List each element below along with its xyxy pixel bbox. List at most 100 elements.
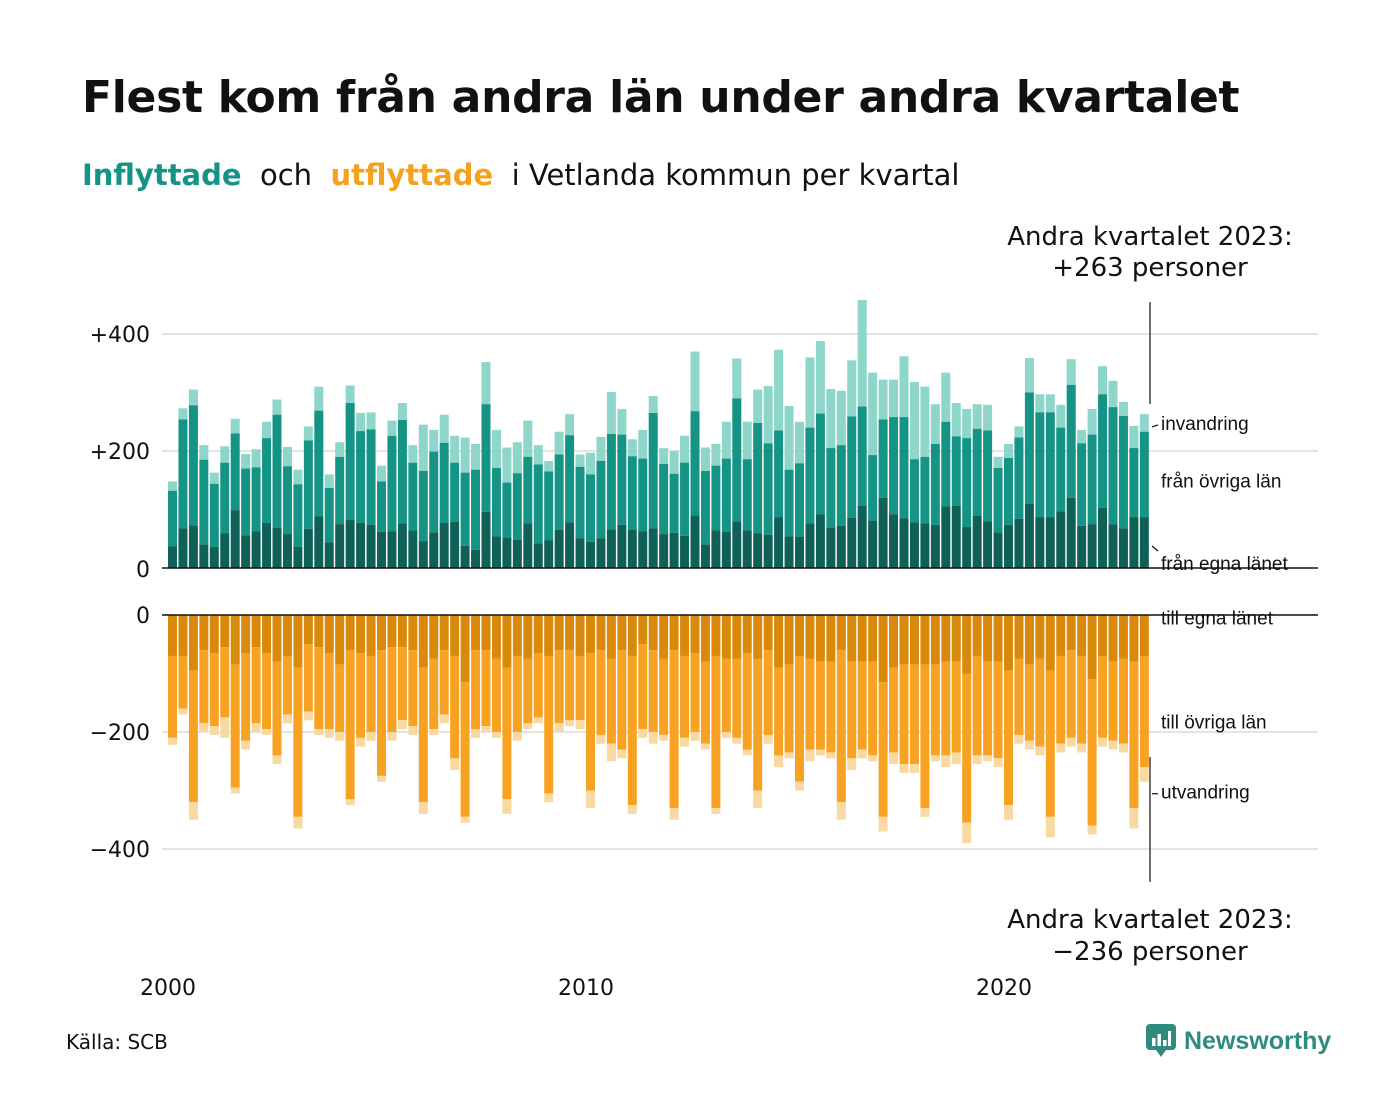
y-tick-label: −400 [90, 838, 150, 863]
bar-out-egna [1129, 615, 1139, 662]
bar-in-invandring [784, 405, 794, 470]
bar-in-invandring [460, 437, 470, 473]
bar-out-egna [241, 615, 251, 654]
bar-out-ovriga [209, 653, 219, 727]
bar-out-ovriga [1118, 658, 1128, 744]
bar-in-ovriga [680, 462, 690, 536]
bar-out-utvandring [690, 732, 700, 741]
bar-out-utvandring [450, 758, 460, 771]
bar-out-egna [1014, 615, 1024, 659]
bar-out-ovriga [303, 644, 313, 712]
bar-in-invandring [774, 349, 784, 431]
bar-in-ovriga [450, 462, 460, 522]
bar-out-utvandring [930, 755, 940, 762]
bar-in-ovriga [230, 433, 240, 511]
bar-in-egna [450, 521, 460, 568]
bar-out-utvandring [627, 805, 637, 814]
bar-out-egna [1118, 615, 1128, 659]
bar-out-utvandring [847, 758, 857, 771]
bar-in-ovriga [377, 481, 386, 532]
bar-in-invandring [721, 421, 731, 459]
bar-out-utvandring [523, 723, 533, 730]
bar-out-egna [418, 615, 428, 668]
bar-out-egna [303, 615, 313, 645]
bar-out-egna [690, 615, 700, 654]
subtitle-inflyttade: Inflyttade [82, 158, 242, 192]
bar-in-ovriga [1087, 434, 1097, 525]
y-tick-label: +400 [90, 323, 150, 348]
bar-in-egna [732, 521, 742, 568]
bar-out-ovriga [377, 650, 386, 776]
bar-out-egna [847, 615, 857, 662]
bar-in-invandring [983, 404, 993, 431]
bar-in-ovriga [721, 458, 731, 532]
bar-in-ovriga [554, 454, 564, 530]
bar-out-egna [544, 615, 554, 656]
bar-out-ovriga [1098, 655, 1108, 738]
bar-in-invandring [795, 421, 804, 464]
bar-out-utvandring [909, 764, 919, 773]
bar-out-egna [753, 615, 763, 659]
bar-in-ovriga [241, 468, 251, 536]
series-label-out: till övriga län [1161, 713, 1267, 734]
bar-in-egna [335, 524, 345, 568]
bar-in-ovriga [1077, 443, 1087, 526]
bar-out-egna [1098, 615, 1108, 656]
bar-in-ovriga [878, 419, 888, 498]
bar-out-egna [377, 615, 386, 651]
bar-in-egna [920, 523, 930, 568]
bar-in-egna [1014, 518, 1024, 568]
bar-out-egna [1087, 615, 1097, 680]
bar-in-ovriga [857, 406, 867, 506]
bar-in-ovriga [690, 411, 700, 516]
bar-out-utvandring [920, 808, 930, 817]
bar-out-ovriga [586, 653, 595, 791]
bar-out-utvandring [429, 729, 439, 735]
bar-in-ovriga [1129, 448, 1139, 518]
bar-out-utvandring [1004, 805, 1013, 820]
bar-in-ovriga [805, 427, 815, 524]
bar-in-egna [356, 522, 366, 568]
bar-in-ovriga [784, 469, 794, 537]
bar-in-ovriga [345, 403, 355, 521]
bar-in-ovriga [533, 464, 543, 544]
bar-out-egna [293, 615, 303, 668]
bar-out-ovriga [429, 658, 439, 730]
bar-out-utvandring [1077, 743, 1087, 753]
bar-out-egna [272, 615, 282, 662]
bar-out-egna [972, 615, 982, 656]
series-label-in: från övriga län [1161, 471, 1281, 492]
bar-out-ovriga [356, 653, 366, 738]
bar-out-utvandring [1098, 737, 1108, 747]
bar-in-ovriga [899, 417, 909, 519]
bar-in-ovriga [460, 472, 470, 546]
bar-out-ovriga [554, 650, 564, 724]
bar-in-ovriga [627, 456, 637, 530]
bar-out-egna [450, 615, 460, 656]
chart-subtitle: Inflyttade och utflyttade i Vetlanda kom… [82, 158, 960, 192]
bar-out-utvandring [220, 717, 230, 738]
bar-in-invandring [1014, 426, 1024, 438]
bar-out-ovriga [387, 647, 397, 732]
bar-in-ovriga [993, 467, 1003, 533]
bar-in-ovriga [387, 435, 397, 532]
bar-out-utvandring [700, 743, 710, 750]
bar-out-ovriga [763, 650, 773, 735]
bar-in-ovriga [826, 448, 836, 528]
bar-in-egna [826, 527, 836, 568]
bar-in-invandring [742, 421, 752, 460]
bar-in-egna [1108, 524, 1118, 568]
bar-in-invandring [878, 379, 888, 420]
bar-in-egna [638, 531, 648, 568]
bar-in-invandring [199, 445, 209, 460]
bar-in-ovriga [606, 434, 616, 530]
bar-in-invandring [450, 435, 460, 463]
bar-out-utvandring [1066, 737, 1076, 747]
bar-out-egna [899, 615, 909, 665]
bar-in-invandring [627, 439, 637, 457]
bar-in-ovriga [523, 456, 533, 524]
bar-out-ovriga [857, 661, 867, 750]
bar-out-egna [627, 615, 637, 656]
bar-in-invandring [481, 362, 491, 405]
bar-out-egna [742, 615, 752, 654]
